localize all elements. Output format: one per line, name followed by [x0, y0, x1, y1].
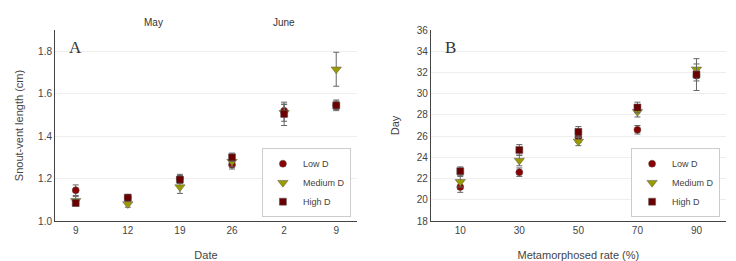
svg-text:1.2: 1.2: [38, 173, 52, 184]
svg-text:28: 28: [417, 109, 429, 120]
svg-text:High D: High D: [303, 197, 331, 207]
svg-text:Low D: Low D: [672, 159, 698, 169]
svg-text:22: 22: [417, 173, 429, 184]
svg-text:30: 30: [417, 88, 429, 99]
svg-text:Date: Date: [194, 249, 217, 261]
svg-text:26: 26: [417, 131, 429, 142]
svg-text:50: 50: [573, 225, 585, 236]
svg-text:1.4: 1.4: [38, 131, 52, 142]
svg-text:24: 24: [417, 152, 429, 163]
svg-text:Low D: Low D: [303, 159, 329, 169]
svg-text:30: 30: [514, 225, 526, 236]
svg-text:10: 10: [455, 225, 467, 236]
svg-text:Medium D: Medium D: [672, 178, 714, 188]
svg-text:Metamorphosed rate (%): Metamorphosed rate (%): [518, 249, 640, 261]
svg-text:1.6: 1.6: [38, 88, 52, 99]
svg-text:36: 36: [417, 25, 429, 36]
svg-text:90: 90: [691, 225, 703, 236]
svg-text:34: 34: [417, 46, 429, 57]
svg-text:1.8: 1.8: [38, 46, 52, 57]
svg-text:A: A: [69, 38, 82, 57]
svg-text:26: 26: [226, 225, 238, 236]
svg-text:2: 2: [281, 225, 287, 236]
svg-text:9: 9: [333, 225, 339, 236]
svg-text:9: 9: [73, 225, 79, 236]
svg-text:1.0: 1.0: [38, 216, 52, 227]
svg-text:20: 20: [417, 194, 429, 205]
svg-text:19: 19: [174, 225, 186, 236]
svg-text:Medium D: Medium D: [303, 178, 345, 188]
svg-text:Day: Day: [389, 115, 401, 135]
svg-text:B: B: [445, 38, 456, 57]
svg-text:18: 18: [417, 216, 429, 227]
svg-text:June: June: [273, 17, 295, 28]
svg-text:May: May: [144, 17, 163, 28]
svg-text:12: 12: [122, 225, 134, 236]
svg-text:32: 32: [417, 67, 429, 78]
svg-text:High D: High D: [672, 197, 700, 207]
svg-text:70: 70: [632, 225, 644, 236]
svg-text:Snout-vent length (cm): Snout-vent length (cm): [13, 70, 25, 181]
